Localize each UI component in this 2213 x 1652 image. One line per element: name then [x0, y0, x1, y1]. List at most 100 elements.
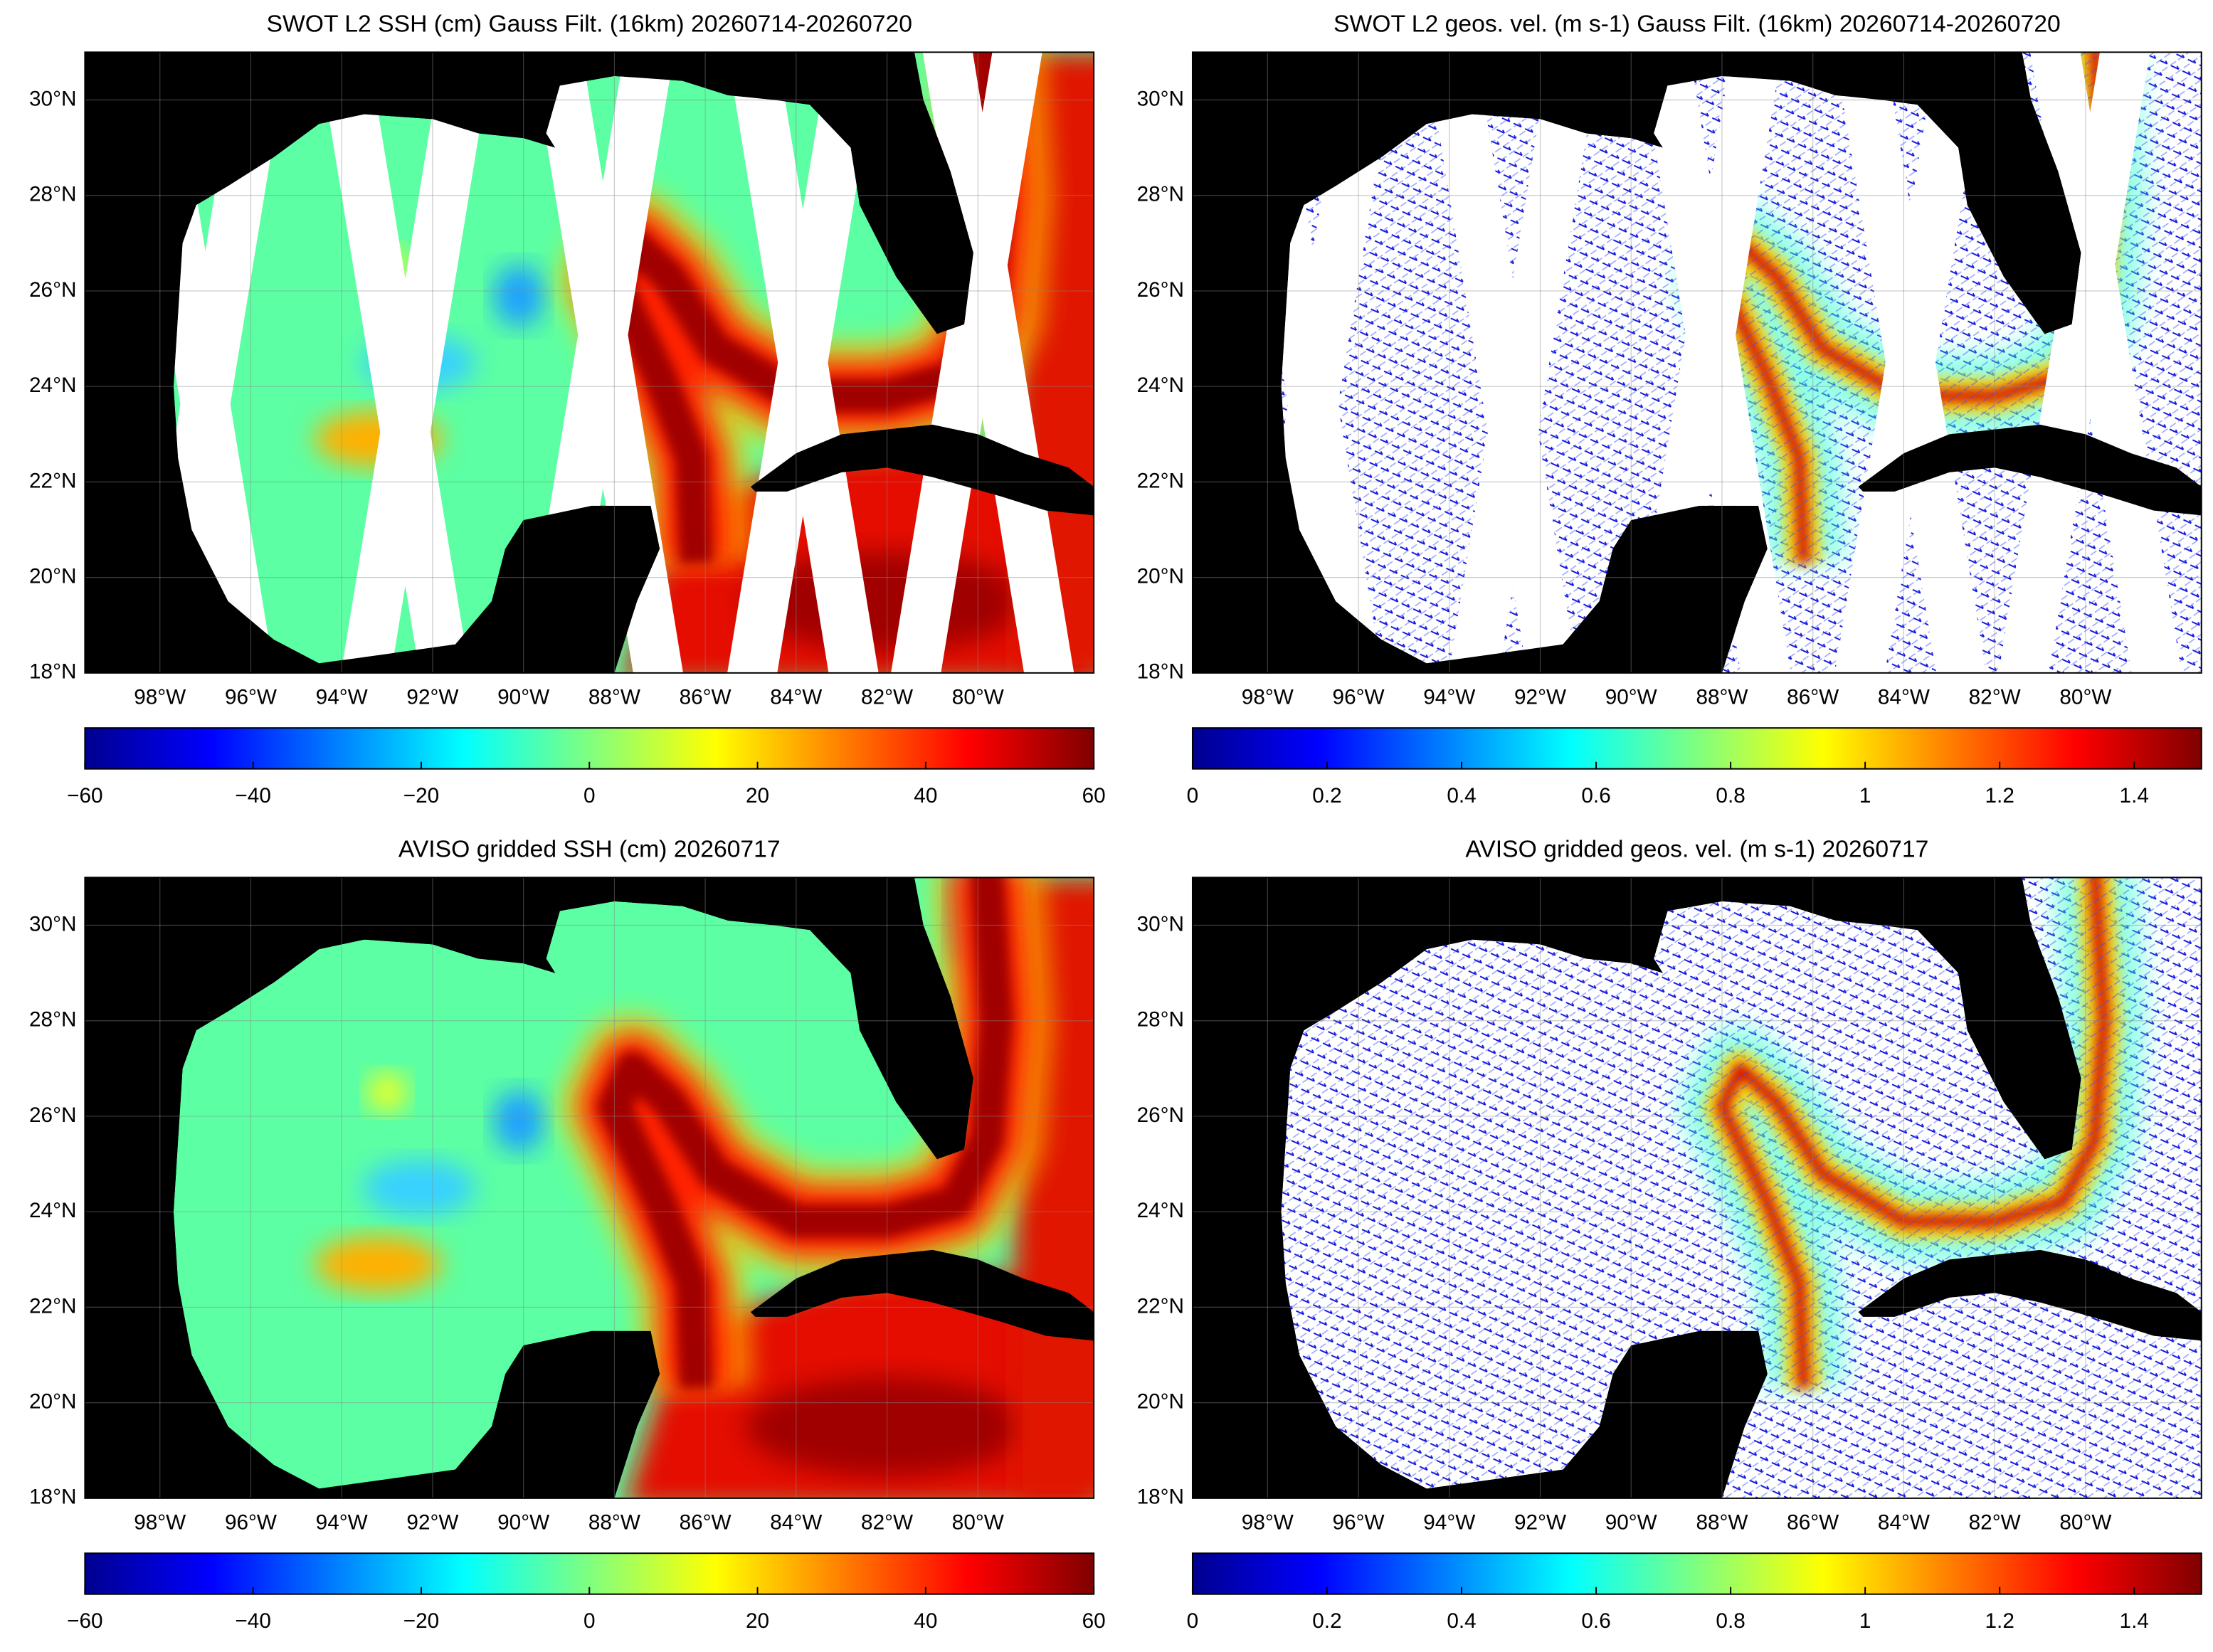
- swath-gap: [337, 52, 497, 673]
- colorbar-tick-label: 0.2: [1312, 784, 1341, 808]
- ssh-high: [367, 1072, 407, 1113]
- x-tick-label: 84°W: [1878, 1510, 1930, 1534]
- colorbar-tick-label: 0: [1187, 784, 1199, 808]
- colorbar-tick-label: 0.2: [1312, 1609, 1341, 1633]
- x-tick-label: 80°W: [2059, 1510, 2111, 1534]
- y-tick-label: 20°N: [1137, 1389, 1184, 1413]
- colorbar-tick-label: 1.2: [1985, 1609, 2014, 1633]
- x-tick-label: 94°W: [316, 685, 368, 709]
- x-tick-label: 92°W: [406, 685, 458, 709]
- y-tick-label: 28°N: [1137, 183, 1184, 206]
- ssh-high: [746, 1377, 1028, 1476]
- map-frame: [84, 51, 1095, 674]
- map-panel: 98°W 96°W 94°W 92°W 90°W 88°W 86°W 84°W 82°W 80°W…: [29, 836, 1106, 1634]
- y-tick-label: 24°N: [1137, 374, 1184, 397]
- y-tick-label: 18°N: [29, 660, 76, 684]
- colorbar-tick-label: 1.4: [2120, 784, 2149, 808]
- x-tick-label: 90°W: [1605, 685, 1657, 709]
- cuba: [1858, 424, 2202, 516]
- y-tick-label: 22°N: [29, 469, 76, 492]
- x-tick-label: 84°W: [770, 685, 822, 709]
- colorbar-tick-label: 1.4: [2120, 1609, 2149, 1633]
- x-tick-label: 96°W: [1333, 685, 1385, 709]
- x-tick-label: 92°W: [406, 1510, 458, 1534]
- colorbar-tick-label: 0.8: [1716, 1609, 1745, 1633]
- x-tick-label: 86°W: [1787, 685, 1839, 709]
- colorbar-tick-label: −20: [403, 784, 439, 808]
- ocean-field: [1281, 877, 2202, 1498]
- cuba: [1858, 1249, 2202, 1341]
- ssh-high: [315, 1236, 442, 1293]
- colorbar-tick-label: −60: [67, 784, 102, 808]
- colorbar-tick-label: 0.6: [1581, 1609, 1610, 1633]
- colorbar-tick-label: 0.6: [1581, 784, 1610, 808]
- panel-title: SWOT L2 geos. vel. (m s-1) Gauss Filt. (…: [1333, 11, 2061, 38]
- x-tick-label: 98°W: [1242, 685, 1294, 709]
- colorbar-tick-label: 1: [1859, 784, 1871, 808]
- x-tick-label: 98°W: [1242, 1510, 1294, 1534]
- cuba: [750, 1249, 1094, 1341]
- colorbar-tick-label: 20: [746, 784, 769, 808]
- map-frame: [1191, 877, 2202, 1499]
- swath-gap: [1831, 52, 1990, 673]
- colorbar-tick-label: 0: [1187, 1609, 1199, 1633]
- y-tick-label: 28°N: [29, 1008, 76, 1032]
- y-tick-label: 26°N: [1137, 278, 1184, 302]
- x-tick-label: 80°W: [952, 685, 1004, 709]
- colorbar-tick-label: 0.8: [1716, 784, 1745, 808]
- y-tick-label: 24°N: [29, 1199, 76, 1222]
- x-tick-label: 88°W: [1696, 1510, 1748, 1534]
- velocity-arrows: [1281, 877, 2202, 1498]
- y-tick-label: 26°N: [1137, 1103, 1184, 1127]
- ocean-field: [1281, 52, 2202, 673]
- x-tick-label: 98°W: [134, 685, 186, 709]
- y-tick-label: 28°N: [1137, 1008, 1184, 1032]
- x-tick-label: 94°W: [316, 1510, 368, 1534]
- x-tick-label: 80°W: [2059, 685, 2111, 709]
- x-tick-label: 88°W: [588, 685, 640, 709]
- map-panel: 98°W 96°W 94°W 92°W 90°W 88°W 86°W 84°W 82°W 80°W…: [1137, 11, 2202, 808]
- colorbar-tick-label: 60: [1082, 1609, 1106, 1633]
- colorbar-tick-label: 0: [583, 1609, 596, 1633]
- y-tick-label: 18°N: [1137, 1486, 1184, 1509]
- x-tick-label: 90°W: [497, 685, 549, 709]
- y-tick-label: 30°N: [1137, 912, 1184, 936]
- colorbar-tick-label: 1.2: [1985, 784, 2014, 808]
- swath-gap: [887, 52, 1047, 673]
- y-tick-label: 30°N: [29, 87, 76, 110]
- swath-gap: [723, 52, 883, 673]
- colorbar-tick-label: 0: [583, 784, 596, 808]
- colorbar-tick-label: −40: [235, 1609, 270, 1633]
- panel-title: AVISO gridded geos. vel. (m s-1) 2026071…: [1465, 836, 1928, 863]
- swath-gap: [1995, 52, 2154, 673]
- x-tick-label: 94°W: [1423, 1510, 1475, 1534]
- colorbar-tick-label: 0.4: [1447, 784, 1476, 808]
- x-tick-label: 98°W: [134, 1510, 186, 1534]
- y-tick-label: 20°N: [1137, 564, 1184, 588]
- y-tick-label: 20°N: [29, 1389, 76, 1413]
- x-tick-label: 82°W: [861, 1510, 913, 1534]
- colorbar: [1191, 1552, 2202, 1595]
- loop-current: [597, 877, 1013, 1389]
- x-tick-label: 96°W: [225, 1510, 277, 1534]
- y-tick-label: 18°N: [1137, 660, 1184, 684]
- y-tick-label: 22°N: [29, 1294, 76, 1318]
- ssh-low: [362, 1159, 476, 1217]
- x-tick-label: 82°W: [1969, 685, 2021, 709]
- y-tick-label: 18°N: [29, 1486, 76, 1509]
- x-tick-label: 84°W: [1878, 685, 1930, 709]
- colorbar-tick-label: 40: [914, 1609, 937, 1633]
- colorbar-tick-label: −40: [235, 784, 270, 808]
- colorbar-tick-label: 20: [746, 1609, 769, 1633]
- x-tick-label: 94°W: [1423, 685, 1475, 709]
- y-tick-label: 28°N: [29, 183, 76, 206]
- y-tick-label: 26°N: [29, 278, 76, 302]
- map-frame: [84, 877, 1095, 1499]
- x-tick-label: 92°W: [1514, 685, 1566, 709]
- x-tick-label: 96°W: [225, 685, 277, 709]
- x-tick-label: 90°W: [1605, 1510, 1657, 1534]
- y-tick-label: 22°N: [1137, 469, 1184, 492]
- ocean-field: [173, 877, 1094, 1498]
- ocean-field: [173, 52, 1094, 673]
